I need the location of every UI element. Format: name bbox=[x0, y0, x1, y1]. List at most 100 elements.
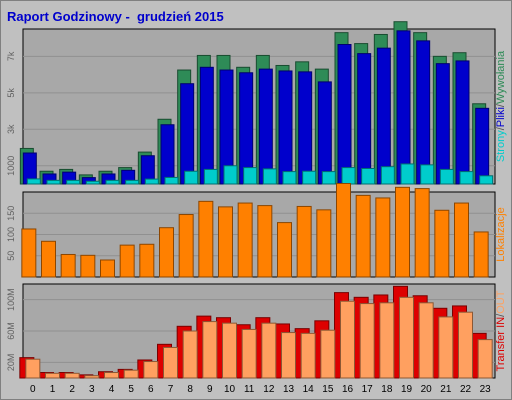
series-label-part: Transfer bbox=[495, 331, 507, 372]
pliki-bar bbox=[317, 81, 332, 185]
page-title: Raport Godzinowy - grudzień 2015 bbox=[7, 9, 224, 24]
wywolania-bar bbox=[341, 167, 356, 185]
lokalizacje-bar bbox=[21, 228, 37, 278]
transfer-out-bar bbox=[399, 296, 414, 379]
x-tick-label: 18 bbox=[381, 384, 393, 395]
transfer-out-bar bbox=[379, 302, 395, 379]
series-label: Transfer IN/OUT bbox=[495, 290, 507, 371]
x-tick-label: 3 bbox=[89, 384, 95, 395]
lokalizacje-bar bbox=[395, 186, 410, 278]
series-label: Strony/Pliki/Wywołania bbox=[495, 50, 507, 162]
x-tick-label: 9 bbox=[207, 384, 213, 395]
lokalizacje-bar bbox=[355, 194, 371, 278]
x-tick-label: 15 bbox=[322, 384, 334, 395]
lokalizacje-bar bbox=[198, 200, 214, 278]
wywolania-bar bbox=[321, 171, 336, 185]
wywolania-bar bbox=[223, 165, 238, 185]
x-tick-label: 5 bbox=[128, 384, 134, 395]
wywolania-bar bbox=[361, 168, 376, 185]
transfer-out-bar bbox=[123, 369, 139, 379]
y-tick-label: 5k bbox=[6, 88, 16, 98]
pliki-bar bbox=[160, 124, 175, 185]
series-label-part: / bbox=[495, 126, 507, 130]
lokalizacje-bar bbox=[119, 244, 135, 278]
wywolania-bar bbox=[203, 168, 218, 185]
x-tick-label: 1 bbox=[50, 384, 56, 395]
x-tick-label: 6 bbox=[148, 384, 154, 395]
lokalizacje-bar bbox=[277, 222, 292, 278]
wywolania-bar bbox=[262, 168, 277, 185]
transfer-out-bar bbox=[64, 372, 80, 379]
pliki-bar bbox=[298, 71, 313, 185]
x-tick-label: 14 bbox=[303, 384, 315, 395]
pliki-bar bbox=[416, 40, 431, 185]
lokalizacje-bar bbox=[257, 205, 273, 278]
series-label-part: Strony bbox=[495, 130, 507, 162]
transfer-out-bar bbox=[143, 361, 159, 379]
lokalizacje-bar bbox=[296, 205, 312, 278]
transfer-out-bar bbox=[458, 311, 473, 379]
pliki-bar bbox=[258, 68, 273, 185]
wywolania-bar bbox=[439, 168, 454, 185]
wywolania-bar bbox=[184, 170, 199, 185]
wywolania-bar bbox=[400, 163, 415, 185]
transfer-out-bar bbox=[104, 372, 119, 379]
wywolania-bar bbox=[243, 167, 258, 185]
wywolania-bar bbox=[479, 175, 494, 185]
lokalizacje-bar bbox=[218, 206, 233, 278]
x-tick-label: 11 bbox=[244, 384, 255, 395]
series-label-part: Pliki bbox=[495, 107, 507, 127]
transfer-out-bar bbox=[281, 332, 296, 379]
transfer-out-bar bbox=[477, 339, 493, 379]
lokalizacje-bar bbox=[237, 202, 253, 278]
lokalizacje-bar bbox=[139, 243, 155, 278]
lokalizacje-bar bbox=[473, 231, 489, 278]
wywolania-bar bbox=[164, 176, 179, 185]
y-tick-label: 60M bbox=[6, 322, 16, 340]
x-tick-label: 19 bbox=[401, 384, 413, 395]
lokalizacje-bar bbox=[414, 188, 430, 278]
x-tick-label: 17 bbox=[362, 384, 374, 395]
pliki-bar bbox=[455, 60, 470, 185]
pliki-bar bbox=[337, 44, 352, 185]
lokalizacje-bar bbox=[80, 254, 96, 278]
transfer-out-bar bbox=[320, 329, 336, 379]
y-tick-label: 7k bbox=[6, 51, 16, 61]
series-label-part: / bbox=[495, 103, 507, 107]
transfer-out-bar bbox=[222, 322, 237, 379]
lokalizacje-bar bbox=[41, 240, 56, 278]
transfer-out-bar bbox=[241, 328, 257, 379]
y-tick-label: 100 bbox=[6, 227, 16, 242]
x-tick-label: 16 bbox=[342, 384, 354, 395]
series-label: Lokalizacje bbox=[495, 207, 507, 261]
lokalizacje-bar bbox=[316, 209, 332, 278]
transfer-out-bar bbox=[418, 302, 434, 379]
transfer-out-bar bbox=[261, 322, 277, 379]
y-tick-label: 1000 bbox=[6, 156, 16, 176]
x-tick-label: 7 bbox=[168, 384, 174, 395]
wywolania-bar bbox=[26, 178, 41, 185]
transfer-out-bar bbox=[340, 300, 355, 379]
pliki-bar bbox=[278, 70, 293, 185]
transfer-out-bar bbox=[84, 375, 100, 379]
wywolania-bar bbox=[380, 166, 395, 185]
lokalizacje-bar bbox=[159, 227, 174, 278]
pliki-bar bbox=[199, 66, 214, 185]
transfer-out-bar bbox=[25, 358, 41, 379]
transfer-out-bar bbox=[438, 316, 454, 379]
x-tick-label: 0 bbox=[30, 384, 36, 395]
wywolania-bar bbox=[302, 170, 317, 185]
y-tick-label: 50 bbox=[6, 251, 16, 261]
series-label-part: Lokalizacje bbox=[495, 207, 507, 261]
x-tick-label: 4 bbox=[109, 384, 115, 395]
lokalizacje-bar bbox=[434, 209, 450, 278]
x-tick-label: 22 bbox=[460, 384, 472, 395]
pliki-bar bbox=[357, 53, 372, 185]
wywolania-bar bbox=[282, 171, 297, 185]
series-label-part: Wywołania bbox=[495, 50, 507, 104]
transfer-out-bar bbox=[202, 321, 218, 379]
wywolania-bar bbox=[459, 171, 474, 185]
pliki-bar bbox=[475, 107, 490, 185]
wywolania-bar bbox=[66, 179, 81, 185]
